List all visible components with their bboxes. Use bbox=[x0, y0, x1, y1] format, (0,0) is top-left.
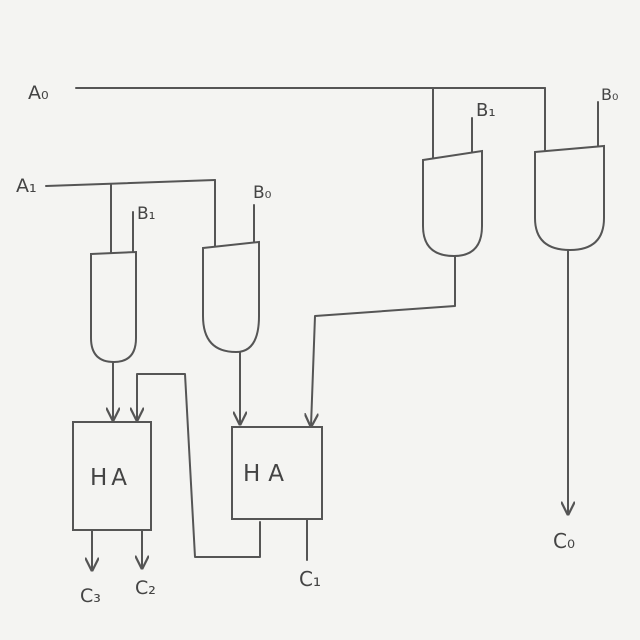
label-ha-left: HA bbox=[90, 465, 131, 491]
label-b0-mid: B₀ bbox=[253, 183, 272, 203]
ha-right-carry-loop-wire bbox=[137, 373, 261, 558]
label-b1-mid: B₁ bbox=[137, 204, 155, 224]
label-ha-right: HA bbox=[243, 461, 292, 487]
and-gate-a0b0 bbox=[534, 144, 605, 252]
gate3-to-ha-right-wire bbox=[311, 255, 456, 426]
label-b0-top: B₀ bbox=[601, 85, 618, 104]
and-gate-a1b1 bbox=[90, 250, 137, 364]
label-c2: C₂ bbox=[135, 577, 156, 599]
label-a0: A₀ bbox=[28, 82, 49, 104]
half-adder-left bbox=[72, 421, 152, 531]
a1-wire bbox=[45, 179, 216, 187]
half-adder-right bbox=[231, 426, 323, 520]
label-c1: C₁ bbox=[299, 567, 321, 591]
and-gate-a1b0 bbox=[202, 240, 260, 354]
label-c3: C₃ bbox=[80, 585, 101, 607]
label-b1-top: B₁ bbox=[476, 100, 496, 121]
label-a1: A₁ bbox=[16, 175, 37, 197]
and-gate-a0b1 bbox=[422, 149, 483, 258]
label-c0: C₀ bbox=[553, 529, 575, 553]
